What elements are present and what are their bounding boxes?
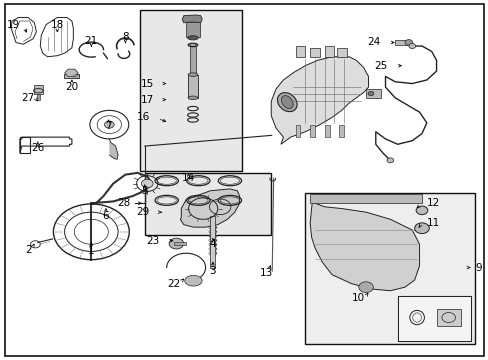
Bar: [34, 85, 42, 94]
Text: 4: 4: [209, 239, 216, 249]
Ellipse shape: [281, 96, 293, 109]
Polygon shape: [64, 69, 78, 77]
Text: 5: 5: [141, 186, 148, 196]
Circle shape: [169, 238, 183, 249]
Bar: [295, 46, 305, 57]
Circle shape: [414, 223, 428, 234]
Circle shape: [386, 158, 393, 163]
Circle shape: [141, 179, 153, 188]
Text: 11: 11: [426, 218, 439, 228]
Bar: [394, 40, 408, 45]
Polygon shape: [309, 200, 419, 291]
Polygon shape: [180, 189, 239, 227]
Text: 10: 10: [351, 293, 365, 303]
Bar: [336, 48, 346, 57]
Text: 12: 12: [426, 198, 439, 208]
Text: 9: 9: [474, 262, 481, 273]
Text: 14: 14: [182, 173, 195, 183]
Circle shape: [104, 121, 114, 128]
Text: 8: 8: [122, 32, 128, 42]
Ellipse shape: [188, 73, 198, 76]
Text: 3: 3: [209, 266, 216, 276]
Bar: [397, 296, 469, 341]
Bar: [309, 125, 314, 137]
Text: 17: 17: [140, 95, 153, 105]
Text: 22: 22: [167, 279, 180, 289]
Polygon shape: [271, 57, 368, 144]
Circle shape: [404, 40, 412, 45]
Polygon shape: [109, 139, 118, 159]
Text: 13: 13: [259, 268, 272, 278]
Bar: [144, 173, 271, 235]
Text: 26: 26: [31, 143, 44, 153]
Bar: [140, 10, 242, 171]
Bar: [339, 125, 344, 137]
Bar: [309, 194, 421, 203]
Text: 27: 27: [21, 93, 35, 103]
Bar: [188, 75, 198, 98]
Text: 18: 18: [51, 19, 64, 30]
Bar: [295, 125, 300, 137]
Text: 2: 2: [25, 245, 31, 255]
Ellipse shape: [188, 96, 198, 100]
Text: 29: 29: [136, 207, 149, 217]
Bar: [37, 94, 40, 100]
Bar: [305, 193, 474, 344]
Circle shape: [358, 282, 372, 293]
Bar: [436, 309, 460, 327]
Circle shape: [367, 91, 373, 96]
Bar: [63, 73, 79, 78]
Bar: [186, 22, 200, 37]
Polygon shape: [182, 15, 202, 23]
Text: 21: 21: [84, 36, 98, 46]
Text: 23: 23: [146, 236, 159, 246]
Polygon shape: [184, 275, 202, 286]
Bar: [190, 46, 196, 73]
Bar: [309, 48, 319, 57]
Circle shape: [408, 44, 415, 49]
Text: 7: 7: [105, 121, 111, 131]
Text: 6: 6: [102, 211, 109, 221]
Text: 19: 19: [7, 19, 20, 30]
Ellipse shape: [187, 36, 198, 40]
Circle shape: [415, 206, 427, 215]
Text: 15: 15: [140, 78, 153, 89]
Bar: [324, 125, 329, 137]
Bar: [210, 216, 215, 267]
Bar: [397, 296, 469, 341]
Text: 20: 20: [65, 82, 78, 92]
Bar: [174, 242, 186, 246]
Bar: [366, 89, 380, 98]
Text: 16: 16: [136, 112, 149, 122]
Text: 25: 25: [374, 61, 387, 71]
Text: 28: 28: [117, 198, 130, 208]
Ellipse shape: [277, 93, 297, 112]
Bar: [324, 46, 334, 57]
Bar: [20, 137, 30, 153]
Text: 24: 24: [366, 37, 380, 48]
Text: 1: 1: [88, 247, 95, 256]
